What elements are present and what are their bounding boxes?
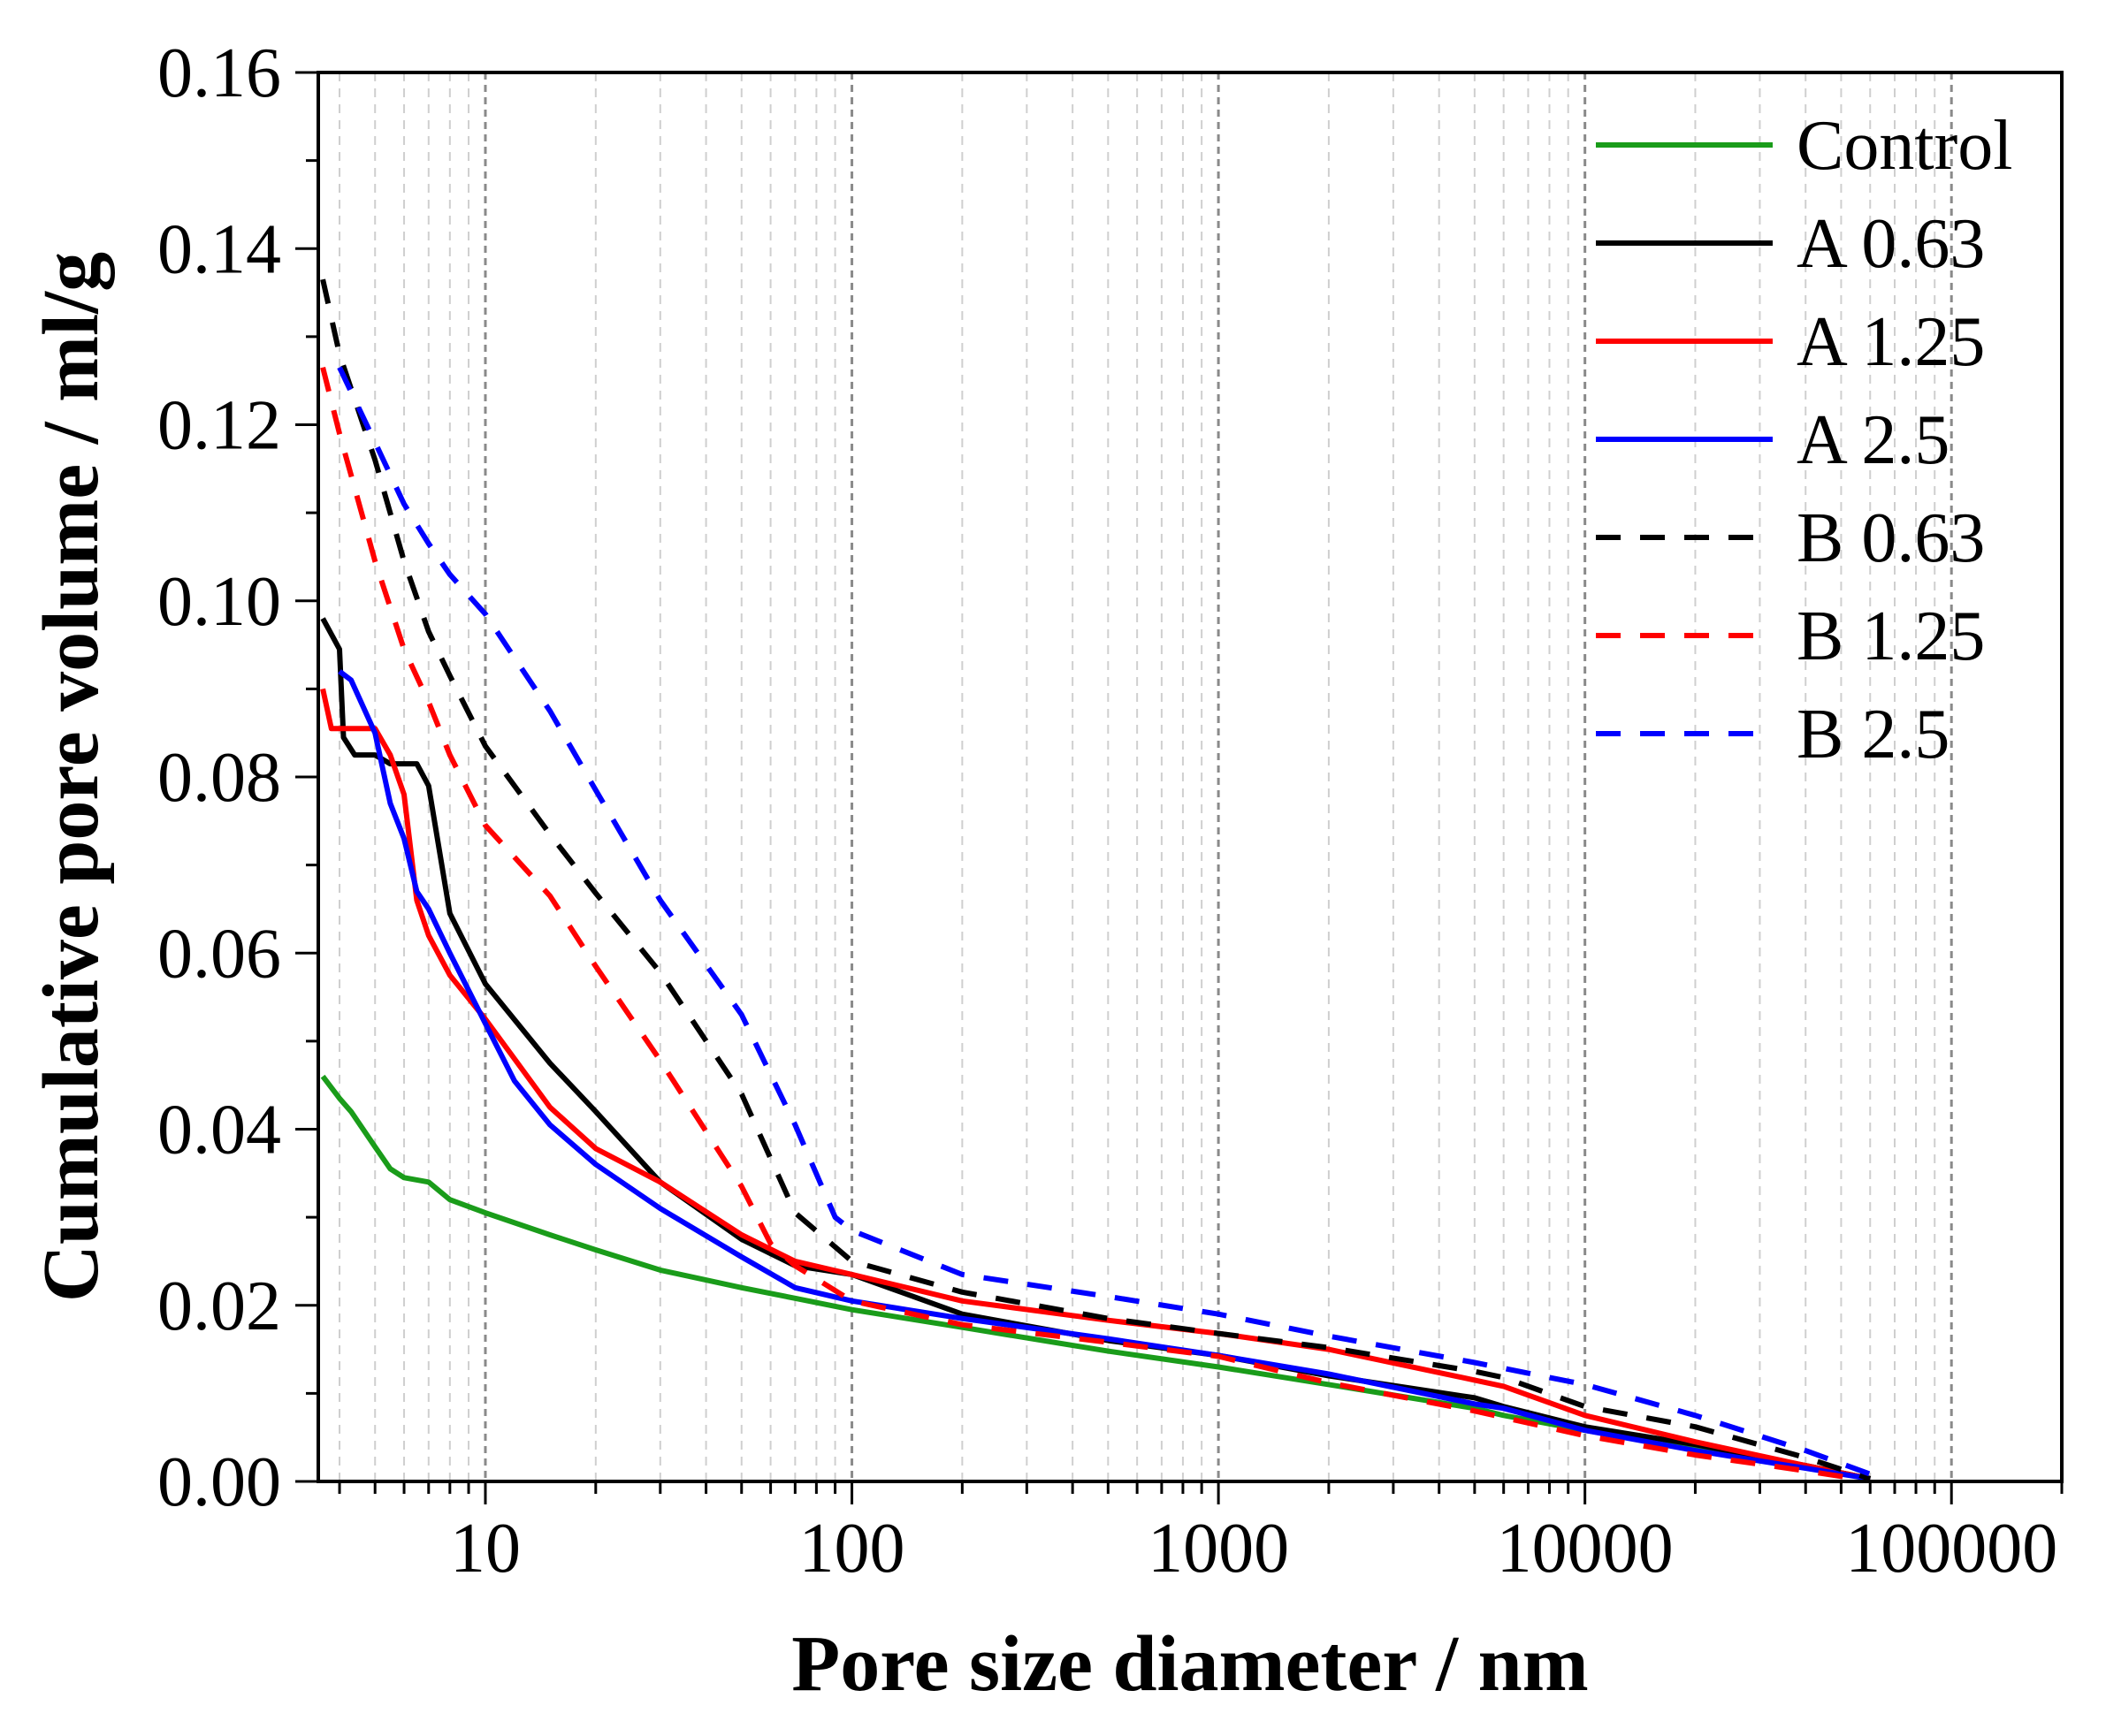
y-tick-label: 0.06 (157, 915, 281, 993)
x-tick-label: 10000 (1497, 1510, 1674, 1588)
legend-label: B 0.63 (1797, 499, 1985, 577)
series-line-b-0-63 (320, 278, 1872, 1481)
x-tick-label: 10 (450, 1510, 521, 1588)
axis-ticks (295, 71, 2064, 1504)
series-line-a-2-5 (338, 669, 1871, 1481)
tick-labels: 10 100 1000 10000 100000 0.00 0.02 0.04 0.06 0.08… (157, 34, 2057, 1588)
y-tick-label: 0.10 (157, 563, 281, 641)
y-tick-label: 0.12 (157, 387, 281, 465)
y-tick-label: 0.08 (157, 739, 281, 817)
series-layer (320, 278, 1884, 1481)
x-tick-label: 100000 (1845, 1510, 2057, 1588)
y-tick-label: 0.00 (157, 1443, 281, 1521)
grid-lines (339, 72, 1953, 1481)
series-line-control (320, 1074, 1871, 1481)
x-tick-label: 1000 (1148, 1510, 1289, 1588)
y-tick-label: 0.04 (157, 1092, 281, 1169)
legend-label: A 0.63 (1797, 205, 1985, 283)
legend-label: Control (1797, 107, 2012, 185)
legend: Control A 0.63 A 1.25 A 2.5 B 0.63 B 1.25 B 2.… (1596, 107, 2012, 773)
series-line-a-1-25 (320, 688, 1871, 1481)
legend-label: B 2.5 (1797, 696, 1950, 773)
legend-label: A 1.25 (1797, 303, 1985, 381)
x-tick-label: 100 (799, 1510, 905, 1588)
y-tick-label: 0.14 (157, 210, 281, 288)
x-axis-title: Pore size diameter / nm (791, 1620, 1588, 1708)
y-tick-label: 0.02 (157, 1268, 281, 1345)
y-axis-title: Cumulative pore volume / ml/g (27, 252, 115, 1302)
y-tick-label: 0.16 (157, 34, 281, 112)
series-line-b-1-25 (320, 366, 1858, 1481)
legend-label: A 2.5 (1797, 401, 1950, 479)
series-line-b-2-5 (337, 366, 1884, 1481)
legend-label: B 1.25 (1797, 598, 1985, 675)
